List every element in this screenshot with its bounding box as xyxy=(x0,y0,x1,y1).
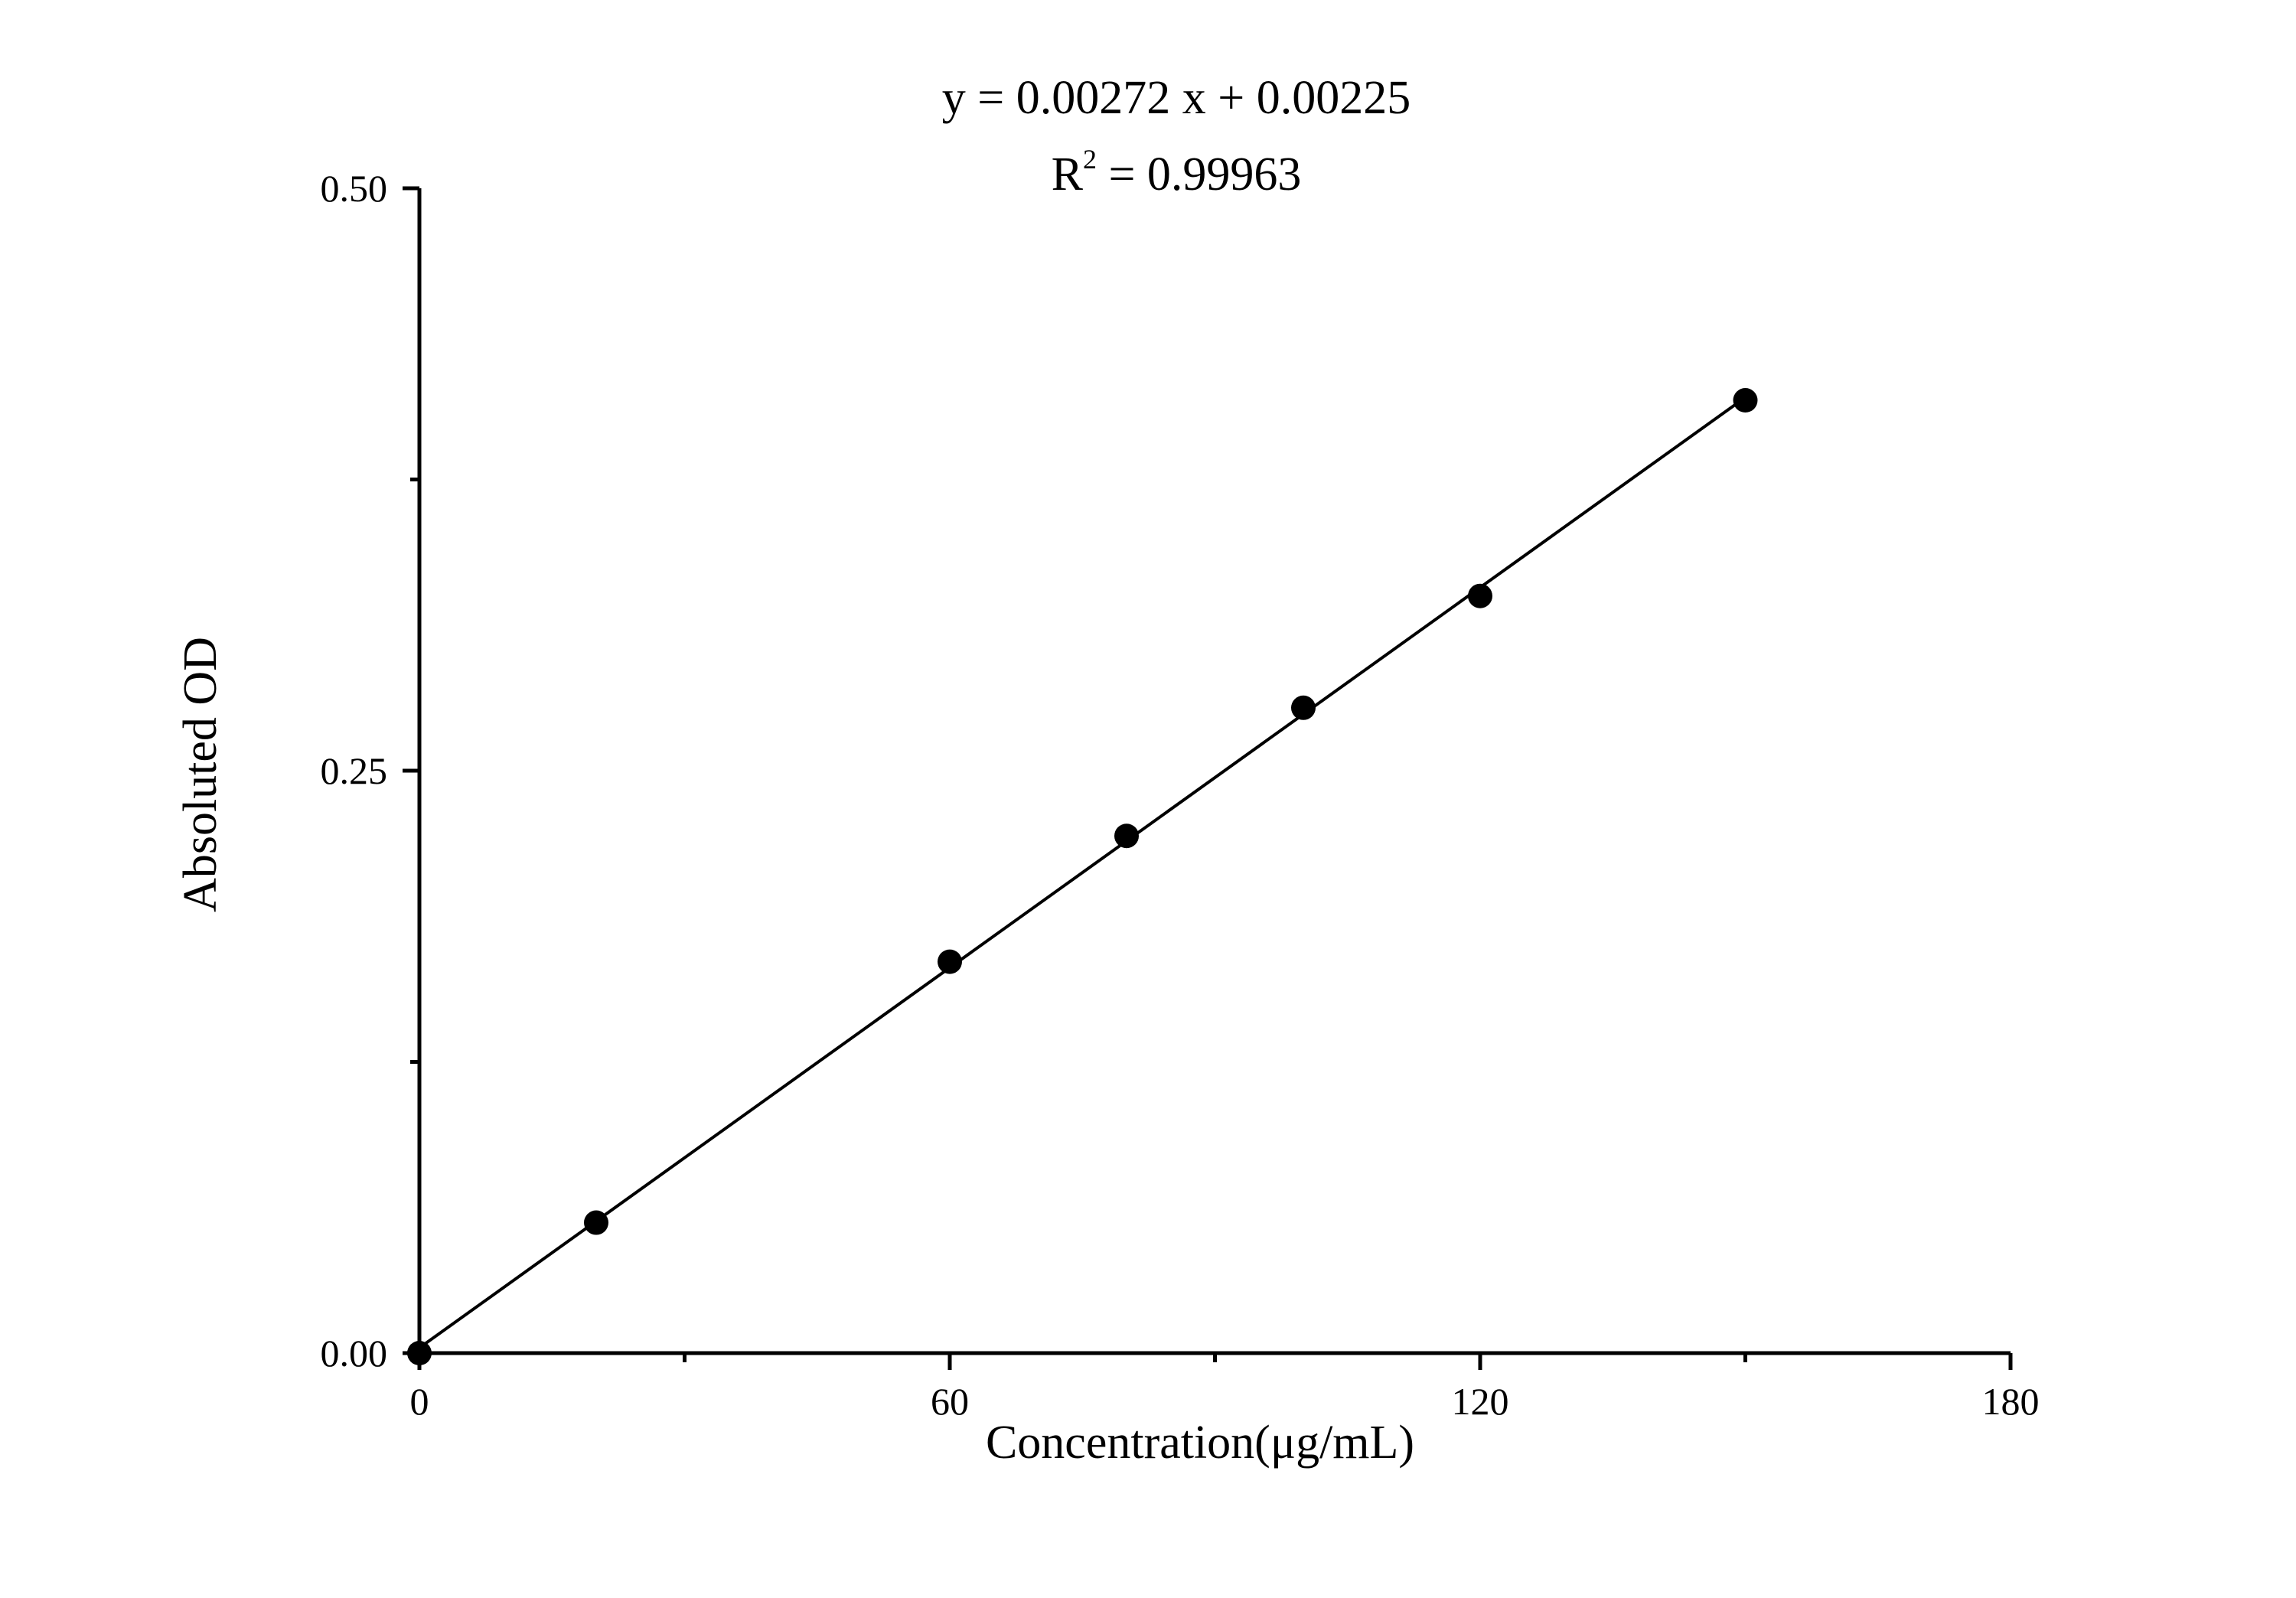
data-point xyxy=(1291,695,1316,720)
fit-line-group xyxy=(418,396,1746,1349)
data-points xyxy=(407,388,1758,1365)
axes: 0 60 120 180 0.00 0.25 0.50 xyxy=(321,167,2040,1423)
r-squared-superscript: 2 xyxy=(1083,144,1097,174)
data-point xyxy=(1733,388,1758,413)
data-point xyxy=(1114,823,1139,849)
y-tick-label: 0.25 xyxy=(321,749,388,792)
data-point xyxy=(1468,583,1492,608)
equation-annotation: y = 0.00272 x + 0.00225 xyxy=(942,72,1411,124)
x-tick-label: 0 xyxy=(410,1380,429,1423)
r-squared-annotation: R2 = 0.99963 xyxy=(1052,144,1302,201)
fit-line xyxy=(418,396,1746,1349)
y-tick-label: 0.50 xyxy=(321,167,388,210)
x-axis-title: Concentration(μg/mL) xyxy=(986,1417,1414,1469)
y-axis-title: Absoluted OD xyxy=(174,637,227,912)
labels: y = 0.00272 x + 0.00225 R2 = 0.99963 Con… xyxy=(174,72,1414,1469)
data-point xyxy=(938,949,962,974)
r-squared-value: = 0.99963 xyxy=(1097,148,1301,201)
data-point xyxy=(584,1210,608,1235)
r-squared-prefix: R xyxy=(1052,148,1084,201)
x-tick-label: 60 xyxy=(931,1380,969,1423)
y-tick-label: 0.00 xyxy=(321,1332,388,1375)
x-tick-label: 120 xyxy=(1452,1380,1509,1423)
x-tick-label: 180 xyxy=(1982,1380,2040,1423)
data-point xyxy=(407,1341,432,1365)
